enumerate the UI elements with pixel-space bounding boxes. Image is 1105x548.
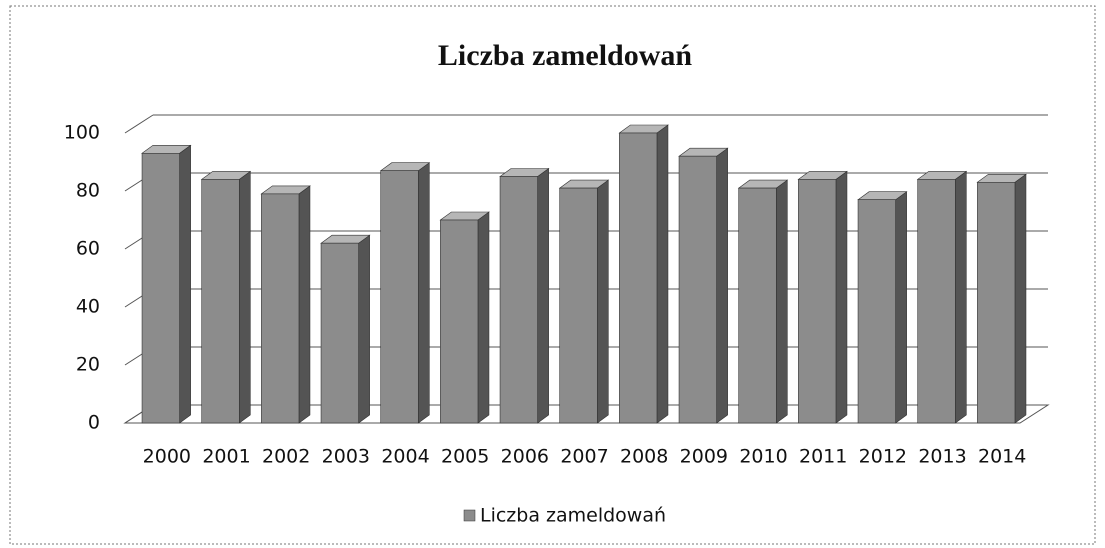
x-tick-label: 2000: [143, 446, 191, 468]
x-tick-label: 2008: [620, 446, 668, 468]
x-tick-label: 2013: [918, 446, 966, 468]
bar-side: [835, 170, 848, 424]
bar-side: [238, 170, 251, 424]
y-tick-label: 0: [88, 412, 100, 434]
bar-side: [656, 124, 669, 424]
bar: [678, 147, 729, 424]
bar-front: [977, 182, 1016, 424]
x-tick-label: 2006: [501, 446, 549, 468]
legend-label: Liczba zameldowań: [480, 505, 666, 527]
x-tick-label: 2005: [441, 446, 489, 468]
bar-side: [179, 144, 191, 424]
bar-side: [775, 179, 788, 424]
x-tick-label: 2002: [262, 446, 310, 468]
bar: [260, 185, 311, 424]
bar-front: [798, 179, 837, 424]
bar-front: [440, 219, 479, 424]
grid-line-side: [124, 114, 154, 134]
x-tick-label: 2009: [680, 446, 728, 468]
x-tick-label: 2003: [322, 446, 370, 468]
y-tick-label: 60: [76, 238, 100, 260]
bar-front: [201, 179, 240, 424]
bar: [439, 211, 490, 424]
frame: [9, 5, 1096, 545]
bar-side: [596, 179, 609, 424]
bar-front: [619, 132, 658, 424]
bar: [320, 234, 371, 424]
bar: [737, 179, 789, 424]
bar: [857, 191, 908, 424]
x-tick-label: 2012: [859, 446, 907, 468]
bar-front: [320, 242, 359, 424]
y-tick-label: 80: [76, 180, 100, 202]
bar-side: [716, 147, 728, 424]
y-tick-label: 40: [76, 296, 100, 318]
bar-front: [559, 187, 598, 424]
bar-side: [895, 191, 907, 424]
bar: [141, 144, 192, 424]
bar-front: [678, 155, 717, 424]
bar-side: [477, 211, 490, 424]
bar-side: [417, 162, 430, 424]
bar: [379, 162, 431, 424]
bar-side: [358, 234, 370, 424]
bar-side: [954, 170, 967, 424]
x-tick-label: 2001: [202, 446, 250, 468]
bar: [200, 170, 252, 424]
bar: [797, 170, 848, 424]
bar-front: [857, 199, 896, 424]
x-tick-label: 2011: [799, 446, 847, 468]
bar-front: [499, 176, 538, 424]
x-tick-label: 2010: [739, 446, 787, 468]
bar-front: [261, 193, 300, 424]
bar: [558, 179, 610, 424]
bar: [976, 173, 1027, 424]
bar-side: [1014, 173, 1027, 424]
bar: [499, 167, 550, 424]
chart-title: Liczba zameldowań: [438, 39, 692, 72]
x-tick-label: 2014: [978, 446, 1026, 468]
legend-swatch: [463, 509, 476, 522]
bar: [916, 170, 968, 424]
bar-front: [738, 187, 777, 424]
y-tick-label: 20: [76, 354, 100, 376]
bar: [618, 124, 669, 424]
x-tick-label: 2004: [381, 446, 429, 468]
bar-front: [917, 179, 956, 424]
bar-side: [537, 167, 549, 424]
bar-front: [141, 153, 180, 424]
y-tick-label: 100: [64, 122, 100, 144]
x-tick-label: 2007: [560, 446, 608, 468]
bar-side: [298, 185, 311, 424]
bar-front: [380, 170, 419, 424]
